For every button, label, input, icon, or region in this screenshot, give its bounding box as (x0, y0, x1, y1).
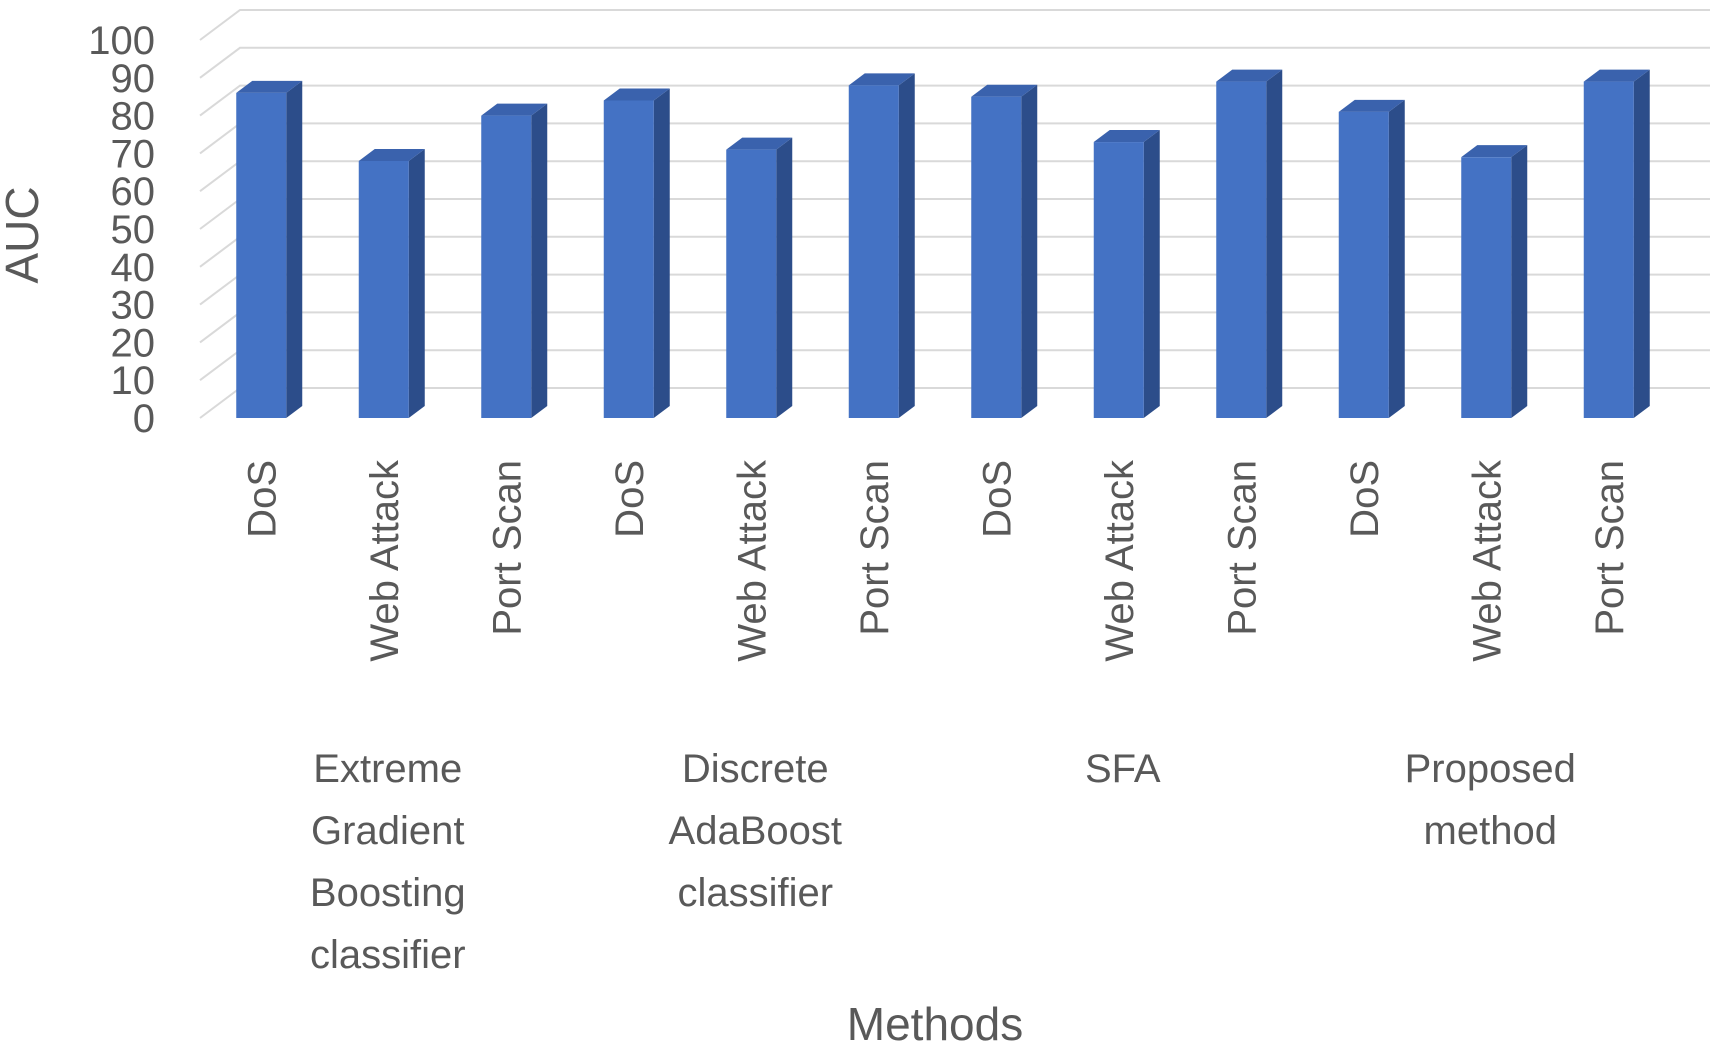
bar-front (236, 92, 287, 419)
category-label: DoS (608, 460, 652, 538)
gridline (199, 9, 1710, 41)
bar (971, 84, 1038, 418)
bar-side (1266, 69, 1283, 418)
bar-front (971, 96, 1022, 418)
bar-top (726, 137, 793, 150)
bar-side (1021, 84, 1038, 418)
group-labels: Extreme Gradient Boosting classifier Discret… (310, 747, 1576, 977)
bar-front (481, 115, 532, 418)
y-tick-label: 30 (111, 284, 156, 328)
group-label: Discrete AdaBoost classifier (669, 747, 842, 915)
y-tick-label: 50 (111, 208, 156, 252)
group-label: Proposed method (1405, 747, 1576, 853)
category-label: Web Attack (363, 459, 407, 662)
bar-top (848, 73, 915, 86)
bar-top (481, 103, 548, 116)
bar-top (1461, 145, 1528, 158)
bar (481, 103, 548, 418)
bar-front (848, 85, 899, 419)
bar-top (603, 88, 670, 101)
category-label: Web Attack (730, 459, 774, 662)
y-tick-label: 60 (111, 170, 156, 214)
gridline (199, 84, 1710, 117)
bar-front (358, 160, 409, 418)
bar (603, 88, 670, 418)
group-label: Extreme Gradient Boosting classifier (310, 747, 466, 977)
bar-side (1511, 145, 1528, 418)
category-label: Web Attack (1098, 459, 1142, 662)
y-tick-label: 40 (111, 246, 156, 290)
category-labels: DoS Web Attack Port Scan DoS Web Attack Port … (240, 459, 1632, 662)
bar-front (1216, 81, 1267, 418)
y-tick-label: 90 (111, 57, 156, 101)
bar-side (531, 103, 548, 418)
category-label: Port Scan (1220, 460, 1264, 636)
bar-top (1338, 99, 1405, 112)
bar-side (898, 73, 915, 419)
bar-top (1093, 130, 1160, 143)
group-label: SFA (1085, 747, 1161, 791)
bar (1093, 130, 1160, 418)
bar-top (971, 84, 1038, 97)
category-label: Port Scan (1588, 460, 1632, 636)
bar-side (1143, 130, 1160, 418)
category-label: Web Attack (1465, 459, 1509, 662)
y-tick-label: 0 (133, 397, 155, 441)
y-tick-label: 20 (111, 321, 156, 365)
y-tick-label: 10 (111, 359, 156, 403)
y-tick-label: 70 (111, 132, 156, 176)
bars (236, 69, 1650, 419)
bar-front (1461, 157, 1512, 418)
y-tick-label: 80 (111, 95, 156, 139)
category-label: DoS (240, 460, 284, 538)
category-label: Port Scan (485, 460, 529, 636)
bar-side (408, 148, 425, 418)
bar-front (603, 100, 654, 418)
category-label: Port Scan (853, 460, 897, 636)
bar-top (1216, 69, 1283, 82)
bar-front (1338, 111, 1389, 418)
bar-side (286, 80, 303, 419)
bar (358, 148, 425, 418)
bar (848, 73, 915, 419)
bar-side (1388, 99, 1405, 418)
bar-front (1093, 142, 1144, 418)
bar-top (236, 80, 303, 93)
bar-top (1583, 69, 1650, 82)
bar (1216, 69, 1283, 418)
bar (236, 80, 303, 419)
gridline (199, 46, 1710, 79)
y-tick-label: 100 (88, 19, 155, 63)
bar (1461, 145, 1528, 418)
y-axis-title: AUC (0, 186, 48, 283)
bar-side (776, 137, 793, 418)
bar-side (653, 88, 670, 418)
x-axis-title: Methods (847, 998, 1023, 1050)
bar (1583, 69, 1650, 418)
bar (726, 137, 793, 418)
bar-front (726, 149, 777, 418)
bar-front (1583, 81, 1634, 418)
bar (1338, 99, 1405, 418)
bar-top (358, 148, 425, 161)
bar-side (1633, 69, 1650, 418)
category-label: DoS (1343, 460, 1387, 538)
category-label: DoS (975, 460, 1019, 538)
